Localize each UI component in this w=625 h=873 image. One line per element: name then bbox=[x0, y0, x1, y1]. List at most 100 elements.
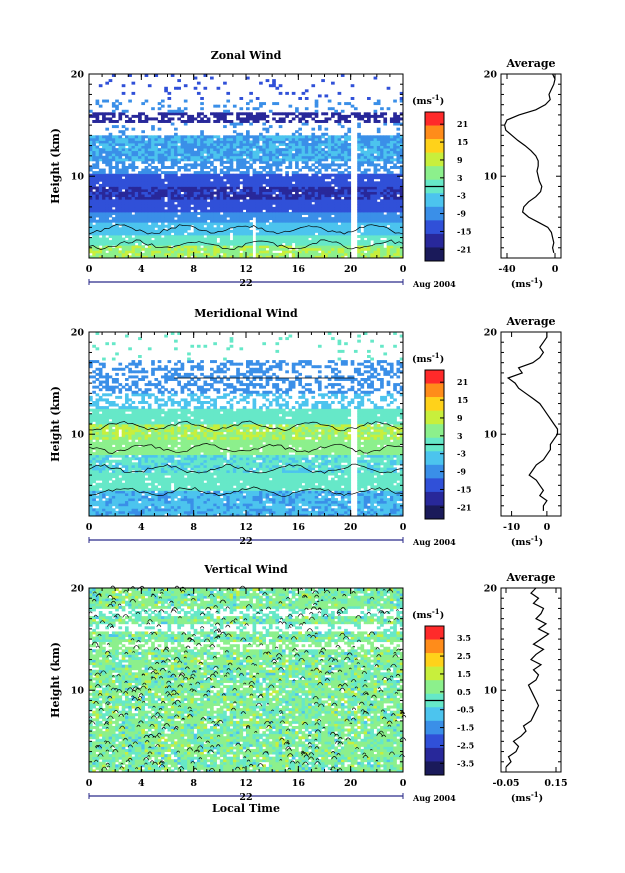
heatmap-cell bbox=[131, 217, 136, 221]
heatmap-cell bbox=[105, 214, 110, 218]
heatmap-cell bbox=[380, 189, 384, 192]
heatmap-cell bbox=[144, 217, 149, 221]
heatmap-cell bbox=[144, 171, 149, 175]
heatmap-cell bbox=[167, 513, 172, 517]
heatmap-cell bbox=[157, 140, 162, 144]
heatmap-cell bbox=[281, 237, 286, 241]
heatmap-cell bbox=[255, 178, 260, 182]
heatmap-cell bbox=[360, 508, 365, 512]
heatmap-cell bbox=[157, 206, 162, 210]
heatmap-cell bbox=[357, 219, 361, 223]
heatmap-cell bbox=[154, 155, 159, 159]
heatmap-cell bbox=[259, 160, 263, 164]
heatmap-cell bbox=[200, 168, 204, 172]
heatmap-cell bbox=[216, 245, 221, 249]
heatmap-cell bbox=[367, 186, 371, 190]
heatmap-cell bbox=[164, 158, 168, 162]
heatmap-cell bbox=[203, 240, 208, 244]
heatmap-cell bbox=[317, 196, 322, 200]
heatmap-cell bbox=[108, 247, 113, 251]
heatmap-cell bbox=[121, 247, 126, 251]
heatmap-cell bbox=[196, 137, 201, 141]
heatmap-cell bbox=[308, 232, 312, 236]
heatmap-cell bbox=[157, 137, 162, 141]
heatmap-cell bbox=[298, 237, 302, 241]
colorbar-tick-label: 15 bbox=[457, 137, 468, 147]
heatmap-cell bbox=[193, 240, 198, 244]
heatmap-cell bbox=[160, 250, 165, 254]
heatmap-cell bbox=[311, 117, 316, 121]
heatmap-cell bbox=[124, 250, 129, 254]
heatmap-cell bbox=[180, 232, 185, 236]
heatmap-cell bbox=[164, 235, 168, 238]
heatmap-cell bbox=[308, 143, 312, 146]
heatmap-cell bbox=[102, 245, 106, 249]
heatmap-cell bbox=[92, 191, 96, 195]
heatmap-cell bbox=[108, 181, 113, 185]
heatmap-cell bbox=[223, 250, 227, 254]
profile-x-unit-close: ) bbox=[539, 279, 544, 290]
heatmap-cell bbox=[216, 155, 221, 159]
heatmap-cell bbox=[124, 150, 129, 154]
heatmap-cell bbox=[399, 227, 404, 231]
heatmap-cell bbox=[324, 166, 329, 169]
heatmap-cell bbox=[246, 255, 250, 259]
heatmap-cell bbox=[236, 122, 240, 126]
heatmap-cell bbox=[138, 140, 142, 144]
heatmap-cell bbox=[298, 137, 302, 141]
heatmap-cell bbox=[285, 189, 289, 192]
heatmap-cell bbox=[92, 199, 96, 203]
heatmap-cell bbox=[317, 227, 322, 231]
heatmap-cell bbox=[311, 135, 316, 139]
heatmap-cell bbox=[223, 137, 227, 141]
heatmap-cell bbox=[144, 155, 149, 159]
heatmap-cell bbox=[190, 145, 195, 149]
heatmap-cell bbox=[331, 508, 335, 512]
heatmap-cell bbox=[174, 250, 178, 254]
heatmap-cell bbox=[311, 199, 316, 203]
heatmap-cell bbox=[131, 166, 136, 169]
heatmap-cell bbox=[111, 204, 116, 208]
heatmap-cell bbox=[138, 153, 142, 157]
heatmap-cell bbox=[115, 212, 119, 215]
heatmap-cell bbox=[389, 181, 394, 185]
heatmap-cell bbox=[321, 153, 325, 157]
heatmap-cell bbox=[92, 508, 96, 512]
heatmap-cell bbox=[177, 209, 181, 213]
heatmap-cell bbox=[210, 76, 214, 80]
heatmap-cell bbox=[174, 235, 178, 238]
heatmap-cell bbox=[360, 158, 365, 162]
heatmap-cell bbox=[295, 201, 299, 205]
heatmap-cell bbox=[128, 247, 132, 251]
heatmap-cell bbox=[190, 199, 195, 203]
heatmap-cell bbox=[281, 140, 286, 144]
heatmap-cell bbox=[102, 135, 106, 139]
heatmap-cell bbox=[386, 178, 391, 182]
heatmap-cell bbox=[393, 143, 397, 146]
heatmap-cell bbox=[151, 150, 155, 154]
heatmap-cell bbox=[246, 150, 250, 154]
heatmap-cell bbox=[200, 186, 204, 190]
heatmap-cell bbox=[317, 120, 322, 123]
heatmap-cell bbox=[272, 163, 276, 167]
heatmap-cell bbox=[291, 247, 296, 251]
heatmap-cell bbox=[196, 183, 201, 187]
heatmap-cell bbox=[193, 255, 198, 259]
heatmap-cell bbox=[298, 204, 302, 208]
heatmap-cell bbox=[187, 183, 191, 187]
heatmap-cell bbox=[393, 153, 397, 157]
heatmap-cell bbox=[252, 171, 257, 175]
heatmap-cell bbox=[219, 186, 224, 190]
heatmap-cell bbox=[98, 189, 103, 192]
heatmap-cell bbox=[301, 189, 306, 192]
heatmap-cell bbox=[389, 510, 394, 514]
heatmap-cell bbox=[383, 252, 388, 256]
heatmap-cell bbox=[174, 222, 178, 226]
heatmap-cell bbox=[183, 237, 188, 241]
heatmap-cell bbox=[89, 201, 93, 205]
heatmap-cell bbox=[138, 135, 142, 139]
heatmap-cell bbox=[121, 183, 126, 187]
heatmap-cell bbox=[98, 137, 103, 141]
heatmap-cell bbox=[327, 209, 332, 213]
heatmap-cell bbox=[389, 232, 394, 236]
